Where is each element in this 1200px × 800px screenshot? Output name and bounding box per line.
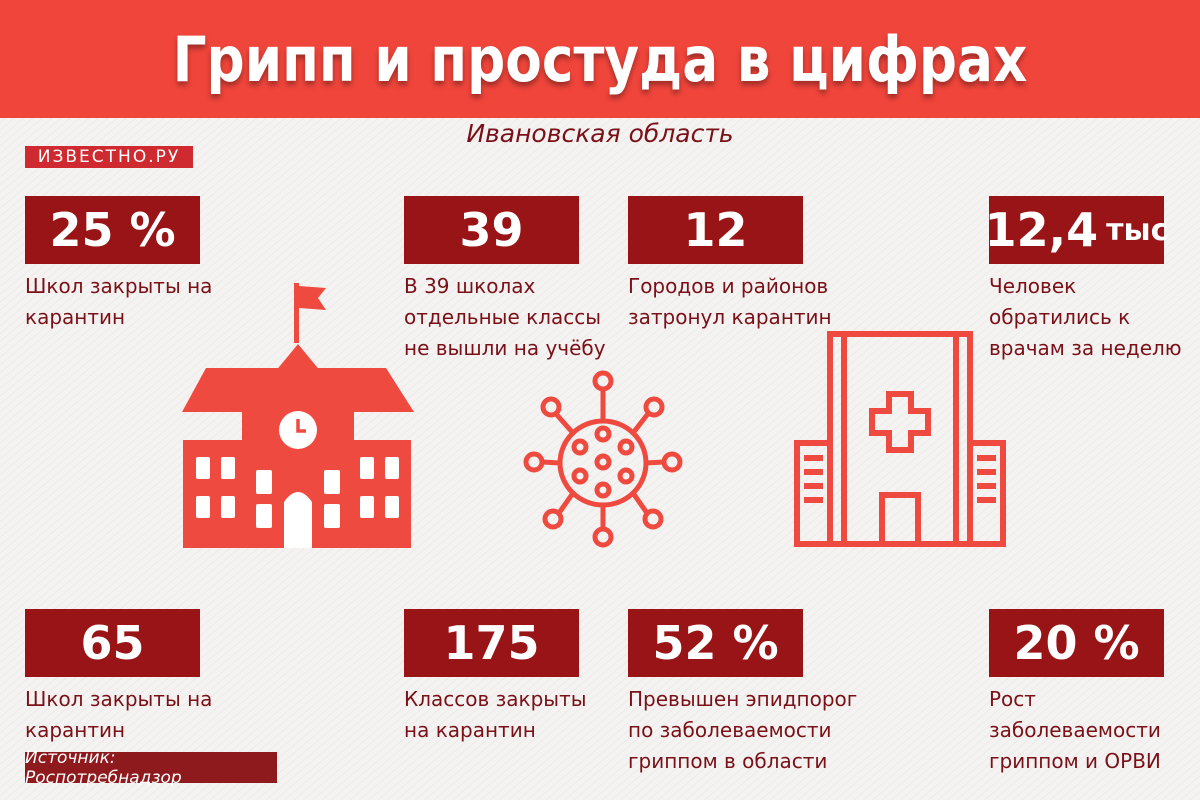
stat-description-line: Человек [989,274,1077,298]
stat-value-box: 175 [404,609,579,677]
stat-description: Школ закрыты на карантин [25,271,213,333]
stat-description-line: В 39 школах [404,274,536,298]
stat-description-line: гриппом в области [628,749,828,773]
stat-description-line: обратились к [989,305,1131,329]
stat-description: Городов и районов затронул карантин [628,271,832,333]
stat-description: В 39 школах отдельные классы не вышли на… [404,271,606,364]
stat-value: 175 [443,616,540,670]
stat-value: 12 [683,203,748,257]
source-label: Источник: Роспотребнадзор [25,748,277,788]
stat-description: Школ закрыты на карантин [25,684,213,746]
stat-value-box: 20 % [989,609,1164,677]
stat-value: 65 [80,616,145,670]
stat-value-box: 12,4 тыс [985,196,1168,264]
stat-value-box: 65 [25,609,200,677]
stat-description: Классов закрыты на карантин [404,684,587,746]
virus-icon [523,370,683,548]
stat-value-box: 39 [404,196,579,264]
stat-growth-flu-arvi: 20 % Рост заболеваемости гриппом и ОРВИ [989,609,1164,777]
region-subtitle: Ивановская область [466,119,734,148]
stat-schools-classes: 39 В 39 школах отдельные классы не вышли… [404,196,606,364]
stat-value-box: 12 [628,196,803,264]
stat-description-line: Школ закрыты на [25,274,213,298]
stat-description-line: врачам за неделю [989,336,1182,360]
stat-description-line: затронул карантин [628,305,832,329]
header-banner: Грипп и простуда в цифрах [0,0,1200,118]
stat-description-line: Рост [989,687,1036,711]
stat-value: 12,4 [984,203,1099,257]
logo[interactable]: ИЗВЕСТНО.РУ [25,146,193,168]
stat-people-doctors: 12,4 тыс Человек обратились к врачам за н… [985,196,1182,364]
stat-description-line: карантин [25,305,126,329]
stat-description: Превышен эпидпорог по заболеваемости гри… [628,684,858,777]
stat-schools-closed-count: 65 Школ закрыты на карантин [25,609,213,746]
stat-description: Рост заболеваемости гриппом и ОРВИ [989,684,1164,777]
stat-description-line: Школ закрыты на [25,687,213,711]
stat-description-line: карантин [25,718,126,742]
stat-value-box: 52 % [628,609,803,677]
stat-epidemic-threshold: 52 % Превышен эпидпорог по заболеваемост… [628,609,858,777]
stat-value: 25 % [49,203,176,257]
stat-description-line: Городов и районов [628,274,829,298]
stat-description-line: гриппом и ОРВИ [989,749,1161,773]
stat-value: 20 % [1013,616,1140,670]
stat-description-line: Превышен эпидпорог [628,687,858,711]
school-icon [182,283,414,548]
stat-description-line: на карантин [404,718,536,742]
stat-classes-closed: 175 Классов закрыты на карантин [404,609,587,746]
stat-description: Человек обратились к врачам за неделю [989,271,1182,364]
stat-schools-closed-percent: 25 % Школ закрыты на карантин [25,196,213,333]
stat-description-line: заболеваемости [989,718,1161,742]
stat-value: 39 [459,203,524,257]
hospital-icon [794,331,1006,547]
stat-unit: тыс [1106,212,1169,248]
stat-value: 52 % [652,616,779,670]
stat-cities-districts: 12 Городов и районов затронул карантин [628,196,832,333]
stat-value-box: 25 % [25,196,200,264]
logo-text: ИЗВЕСТНО.РУ [37,147,181,167]
stat-description-line: не вышли на учёбу [404,336,606,360]
stat-description-line: отдельные классы [404,305,602,329]
page-title: Грипп и простуда в цифрах [172,22,1028,96]
stat-description-line: Классов закрыты [404,687,587,711]
stat-description-line: по заболеваемости [628,718,832,742]
